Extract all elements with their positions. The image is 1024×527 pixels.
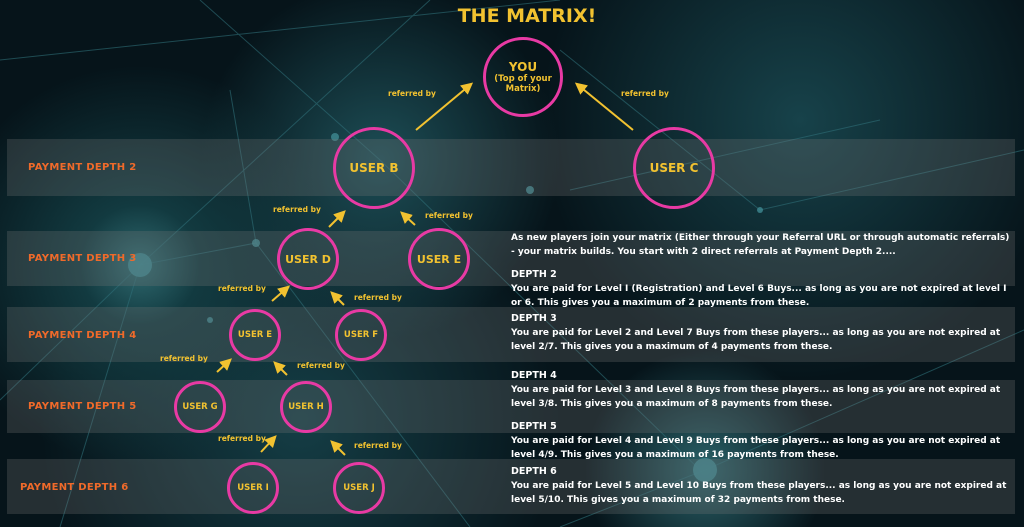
info-heading: DEPTH 4 — [511, 370, 557, 381]
info-text: You are paid for Level 5 and Level 10 Bu… — [511, 481, 1007, 505]
referred-by-label: referred by — [388, 89, 436, 98]
depth-label-3: PAYMENT DEPTH 3 — [28, 253, 137, 264]
node-user-i: USER I — [227, 462, 279, 514]
node-user-e-depth4: USER E — [229, 309, 281, 361]
referred-by-label: referred by — [218, 434, 266, 443]
info-text: You are paid for Level 2 and Level 7 Buy… — [511, 328, 1001, 352]
node-user-h: USER H — [280, 381, 332, 433]
info-text: You are paid for Level I (Registration) … — [511, 284, 1007, 308]
node-you: YOU (Top of your Matrix) — [483, 37, 563, 117]
referred-by-label: referred by — [273, 205, 321, 214]
referred-by-label: referred by — [425, 211, 473, 220]
referred-by-label: referred by — [354, 441, 402, 450]
node-user-b: USER B — [333, 127, 415, 209]
info-depth-6: DEPTH 6 You are paid for Level 5 and Leve… — [511, 465, 1016, 507]
referred-by-label: referred by — [354, 293, 402, 302]
node-user-j: USER J — [333, 462, 385, 514]
info-depth-2: DEPTH 2 You are paid for Level I (Registr… — [511, 262, 1016, 310]
node-you-sub: (Top of your — [494, 74, 552, 84]
referred-by-label: referred by — [297, 361, 345, 370]
node-user-f: USER F — [335, 309, 387, 361]
node-user-c: USER C — [633, 127, 715, 209]
info-heading: DEPTH 6 — [511, 466, 557, 477]
referred-by-label: referred by — [160, 354, 208, 363]
referred-by-label: referred by — [621, 89, 669, 98]
node-you-label: YOU — [508, 60, 538, 74]
depth-label-2: PAYMENT DEPTH 2 — [28, 162, 137, 173]
node-user-d: USER D — [277, 228, 339, 290]
info-heading: DEPTH 3 — [511, 313, 557, 324]
info-text: You are paid for Level 3 and Level 8 Buy… — [511, 385, 1001, 409]
info-text: You are paid for Level 4 and Level 9 Buy… — [511, 436, 1001, 460]
info-depth-5: DEPTH 5 You are paid for Level 4 and Leve… — [511, 414, 1016, 462]
band-depth-2 — [7, 139, 1015, 196]
depth-label-5: PAYMENT DEPTH 5 — [28, 401, 137, 412]
depth-label-6: PAYMENT DEPTH 6 — [20, 482, 129, 493]
node-user-e-depth3: USER E — [408, 228, 470, 290]
info-heading: DEPTH 5 — [511, 421, 557, 432]
band-depth-4 — [7, 307, 1015, 362]
band-depth-6 — [7, 459, 1015, 514]
info-depth-3: DEPTH 3 You are paid for Level 2 and Leve… — [511, 312, 1016, 354]
page-title: THE MATRIX! — [457, 5, 597, 27]
info-heading: DEPTH 2 — [511, 269, 557, 280]
info-depth-4: DEPTH 4 You are paid for Level 3 and Leve… — [511, 363, 1016, 411]
band-depth-3 — [7, 231, 1015, 286]
node-you-sub2: Matrix) — [505, 84, 541, 94]
info-intro: As new players join your matrix (Either … — [511, 233, 1010, 257]
node-user-g: USER G — [174, 381, 226, 433]
referred-by-label: referred by — [218, 284, 266, 293]
depth-label-4: PAYMENT DEPTH 4 — [28, 330, 137, 341]
